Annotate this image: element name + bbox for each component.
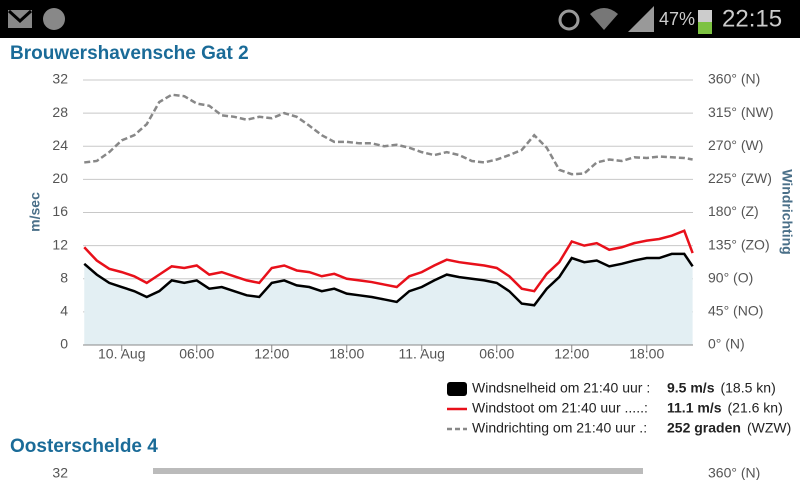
next-panel-y-tick: 32 bbox=[52, 465, 68, 480]
next-panel-title: Oosterschelde 4 bbox=[10, 436, 158, 457]
status-bar bbox=[0, 0, 800, 38]
y2-tick-label: 0° (N) bbox=[708, 336, 745, 352]
next-panel-y2-tick: 360° (N) bbox=[708, 465, 760, 480]
legend-value-alt: (18.5 kn) bbox=[720, 380, 775, 396]
y-tick-label: 24 bbox=[52, 137, 68, 153]
legend-value: 252 graden bbox=[667, 420, 741, 436]
plot: 0 4 8 12 16 20 24 28 32 0° (N) 45° (NO) 90° (O) 135°… bbox=[52, 71, 773, 362]
y2-tick-label: 225° (ZW) bbox=[708, 170, 772, 186]
y-tick-label: 20 bbox=[52, 170, 68, 186]
y-tick-label: 4 bbox=[60, 303, 68, 319]
y2-tick-label: 315° (NW) bbox=[708, 104, 774, 120]
legend-label: Windsnelheid om 21:40 uur : bbox=[472, 380, 650, 396]
legend-swatch bbox=[447, 382, 467, 396]
x-tick-label: 18:00 bbox=[629, 346, 664, 362]
legend-value: 9.5 m/s bbox=[667, 380, 715, 396]
line bbox=[83, 252, 694, 307]
x-tick-label: 06:00 bbox=[179, 346, 214, 362]
line bbox=[83, 229, 694, 293]
y2-axis-title: Windrichting bbox=[779, 169, 795, 254]
x-tick-label: 12:00 bbox=[254, 346, 289, 362]
y2-tick-label: 45° (NO) bbox=[708, 303, 763, 319]
y-tick-label: 32 bbox=[52, 71, 68, 87]
y2-tick-label: 90° (O) bbox=[708, 269, 753, 285]
x-tick-label: 06:00 bbox=[479, 346, 514, 362]
chart-title: Brouwershavensche Gat 2 bbox=[10, 43, 249, 64]
legend-label: Windrichting om 21:40 uur .: bbox=[472, 420, 647, 436]
y2-tick-label: 360° (N) bbox=[708, 71, 760, 87]
y-tick-label: 12 bbox=[52, 236, 68, 252]
status-icons bbox=[7, 6, 712, 34]
battery-level: 47% bbox=[659, 9, 695, 29]
y-tick-label: 28 bbox=[52, 104, 68, 120]
next-panel-bar bbox=[153, 468, 643, 474]
y-axis-title: m/sec bbox=[27, 192, 43, 232]
line bbox=[84, 93, 693, 176]
y2-tick-label: 180° (Z) bbox=[708, 203, 759, 219]
y-tick-label: 0 bbox=[60, 336, 68, 352]
y-tick-label: 8 bbox=[60, 269, 68, 285]
y2-tick-label: 135° (ZO) bbox=[708, 236, 770, 252]
y-tick-label: 16 bbox=[52, 203, 68, 219]
y2-tick-label: 270° (W) bbox=[708, 137, 763, 153]
legend: Windsnelheid om 21:40 uur : 9.5 m/s (18.5 … bbox=[447, 380, 791, 436]
clock: 22:15 bbox=[722, 5, 782, 32]
legend-value-alt: (WZW) bbox=[747, 420, 791, 436]
legend-value: 11.1 m/s bbox=[667, 400, 722, 416]
legend-value-alt: (21.6 kn) bbox=[728, 400, 783, 416]
x-tick-label: 18:00 bbox=[329, 346, 364, 362]
legend-label: Windstoot om 21:40 uur .....: bbox=[472, 400, 648, 416]
x-tick-label: 10. Aug bbox=[98, 346, 146, 362]
x-tick-label: 12:00 bbox=[554, 346, 589, 362]
x-tick-label: 11. Aug bbox=[399, 346, 445, 362]
area bbox=[84, 253, 693, 345]
